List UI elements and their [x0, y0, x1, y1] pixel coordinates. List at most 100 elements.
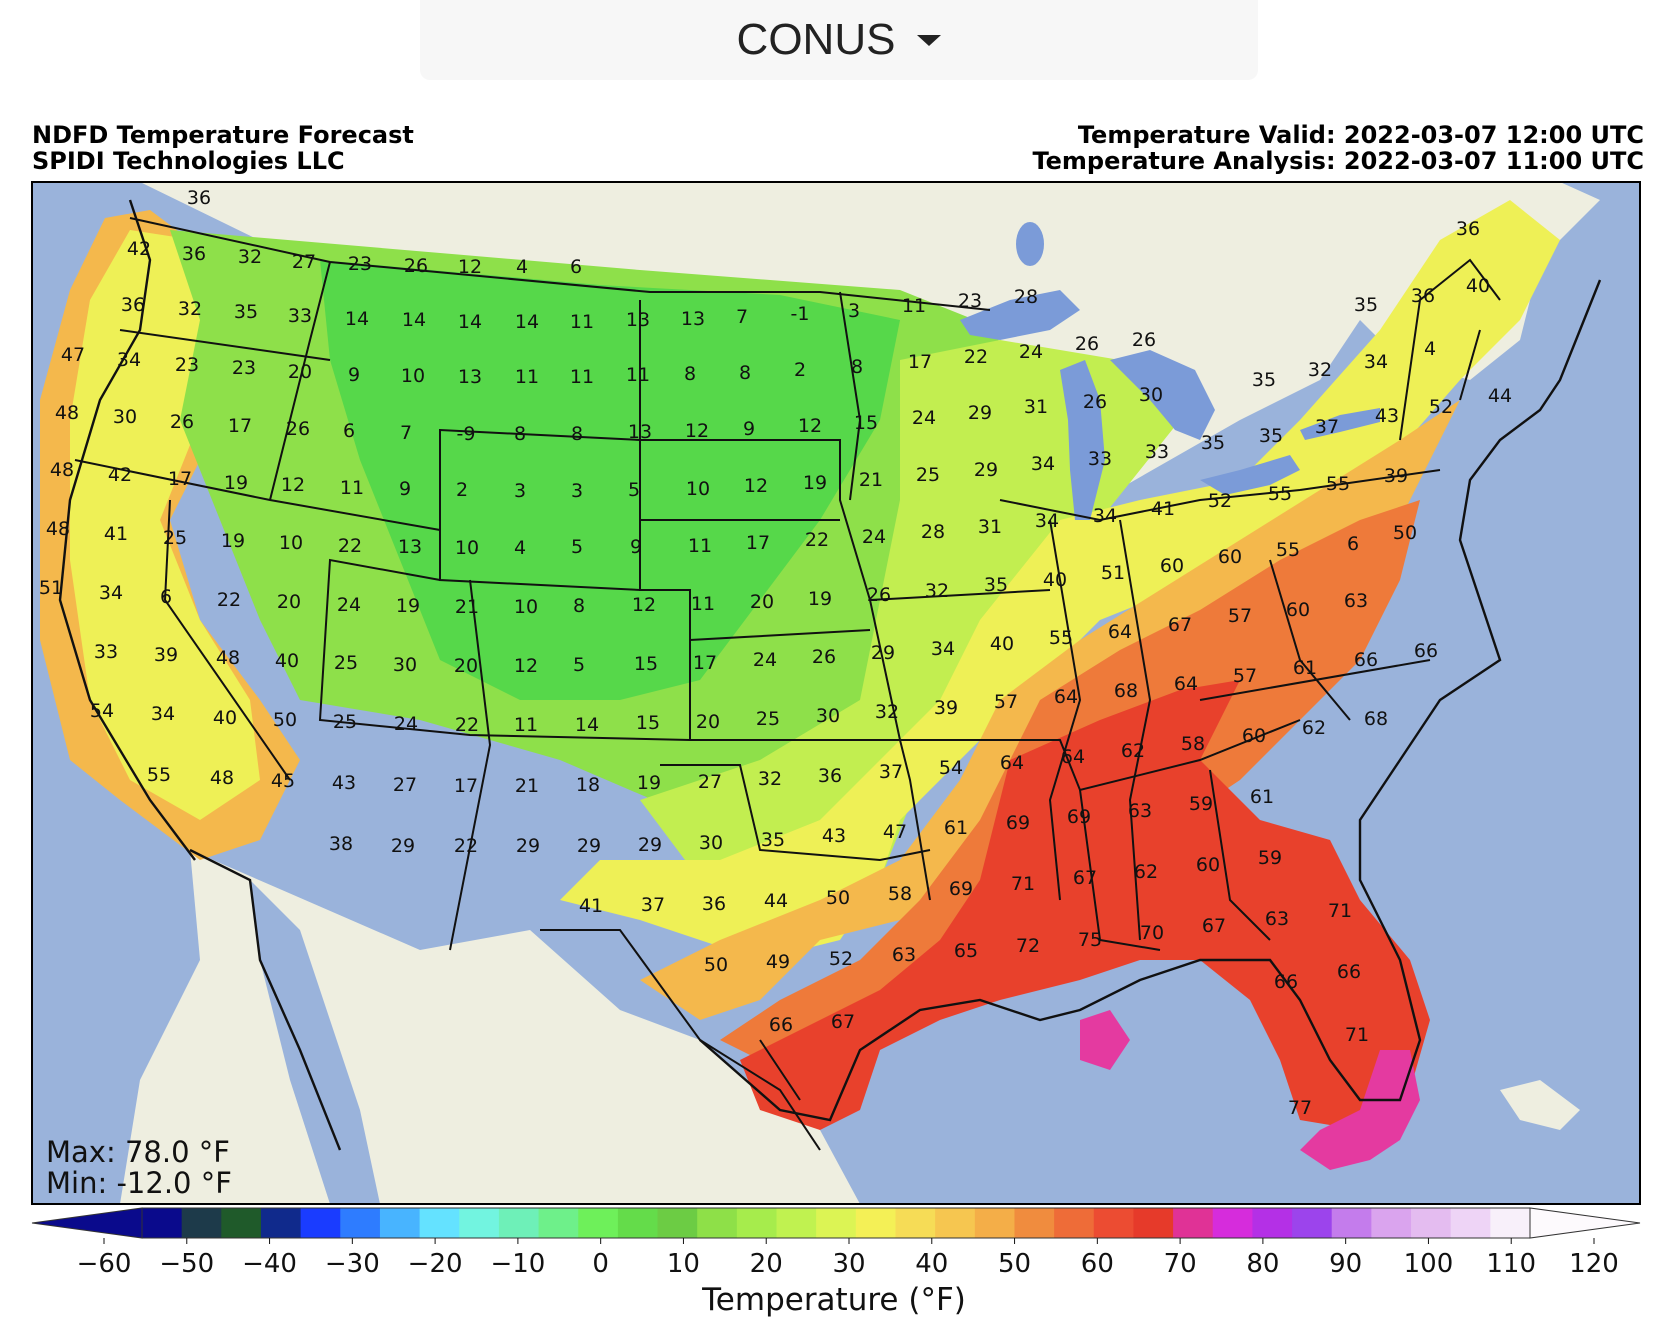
station-value: 26: [1075, 333, 1099, 355]
station-value: -9: [457, 423, 476, 445]
station-value: 32: [238, 246, 262, 268]
station-value: 26: [1132, 329, 1156, 351]
station-value: 60: [1196, 854, 1220, 876]
station-value: 11: [626, 364, 650, 386]
colorbar-outline: [141, 1207, 1531, 1239]
station-value: 62: [1134, 861, 1158, 883]
station-value: 35: [761, 829, 785, 851]
colorbar-tick-label: 90: [1329, 1249, 1362, 1279]
station-value: 14: [575, 714, 599, 736]
station-value: 71: [1345, 1024, 1369, 1046]
station-value: 3: [571, 480, 583, 502]
colorbar-swatch: [1292, 1208, 1333, 1238]
station-value: 25: [916, 464, 940, 486]
station-value: 33: [94, 641, 118, 663]
map-title: NDFD Temperature Forecast: [32, 121, 414, 149]
station-value: 6: [1347, 533, 1359, 555]
region-dropdown[interactable]: CONUS: [420, 0, 1258, 80]
map-credit: SPIDI Technologies LLC: [32, 147, 345, 175]
colorbar-swatch: [1054, 1208, 1095, 1238]
station-value: 25: [334, 652, 358, 674]
station-value: 21: [859, 469, 883, 491]
colorbar-swatch: [1490, 1208, 1531, 1238]
colorbar-tick-label: 30: [832, 1249, 865, 1279]
colorbar-swatch: [538, 1208, 579, 1238]
station-value: 22: [805, 529, 829, 551]
station-value: 32: [875, 701, 899, 723]
station-value: 63: [892, 944, 916, 966]
colorbar-swatch: [816, 1208, 857, 1238]
station-value: 32: [925, 580, 949, 602]
station-value: 36: [182, 243, 206, 265]
station-value: 31: [1024, 396, 1048, 418]
station-value: 21: [455, 596, 479, 618]
colorbar-swatch: [736, 1208, 778, 1238]
colorbar-swatch: [935, 1208, 976, 1238]
station-value: 34: [931, 638, 955, 660]
station-value: 69: [1006, 812, 1030, 834]
colorbar-swatch: [1212, 1208, 1253, 1238]
station-value: 71: [1328, 900, 1352, 922]
station-value: 62: [1121, 740, 1145, 762]
station-value: 34: [151, 703, 175, 725]
station-value: 12: [281, 474, 305, 496]
station-value: 6: [160, 586, 172, 608]
station-value: 20: [454, 655, 478, 677]
station-value: 57: [1228, 605, 1252, 627]
colorbar-swatch: [578, 1208, 619, 1238]
station-value: 68: [1364, 708, 1388, 730]
station-value: 34: [1093, 505, 1117, 527]
colorbar-swatch: [855, 1208, 896, 1238]
colorbar-swatch: [617, 1208, 659, 1238]
station-value: 42: [108, 464, 132, 486]
station-value: 66: [1354, 649, 1378, 671]
station-value: 17: [168, 468, 192, 490]
station-value: 66: [1414, 640, 1438, 662]
station-value: 19: [637, 772, 661, 794]
station-value: 32: [1308, 359, 1332, 381]
station-value: 36: [1456, 218, 1480, 240]
station-value: 67: [1168, 614, 1192, 636]
station-value: 29: [516, 835, 540, 857]
station-value: 66: [1337, 961, 1361, 983]
station-value: 36: [121, 294, 145, 316]
station-value: 26: [867, 584, 891, 606]
station-value: 29: [577, 835, 601, 857]
station-value: 10: [401, 365, 425, 387]
station-value: 66: [769, 1014, 793, 1036]
analysis-time: Temperature Analysis: 2022-03-07 11:00 U…: [1032, 147, 1644, 175]
temperature-field: [40, 200, 1560, 1170]
station-value: 52: [1429, 396, 1453, 418]
station-value: 52: [1208, 490, 1232, 512]
station-value: 29: [391, 835, 415, 857]
station-value: 35: [984, 574, 1008, 596]
station-value: 49: [766, 951, 790, 973]
station-value: 25: [756, 708, 780, 730]
colorbar-tick-label: 70: [1164, 1249, 1197, 1279]
colorbar-tick-label: 20: [750, 1249, 783, 1279]
station-value: 8: [684, 363, 696, 385]
station-value: 19: [803, 472, 827, 494]
colorbar-swatch: [776, 1208, 817, 1238]
station-value: 36: [187, 187, 211, 209]
station-value: 26: [404, 255, 428, 277]
station-value: 64: [1000, 752, 1024, 774]
station-value: 52: [829, 948, 853, 970]
colorbar-swatch: [340, 1208, 381, 1238]
colorbar-swatch: [419, 1208, 460, 1238]
station-value: 47: [61, 344, 85, 366]
station-value: 23: [232, 357, 256, 379]
station-value: 26: [1083, 391, 1107, 413]
station-value: 34: [1035, 510, 1059, 532]
station-value: 39: [1384, 465, 1408, 487]
station-value: 59: [1189, 793, 1213, 815]
station-value: 19: [221, 530, 245, 552]
colorbar-swatch: [657, 1208, 698, 1238]
station-value: 11: [902, 295, 926, 317]
station-value: 8: [851, 356, 863, 378]
station-value: 62: [1302, 717, 1326, 739]
station-value: 18: [576, 774, 600, 796]
station-value: 30: [1139, 384, 1163, 406]
station-value: 12: [632, 594, 656, 616]
station-value: 43: [822, 825, 846, 847]
